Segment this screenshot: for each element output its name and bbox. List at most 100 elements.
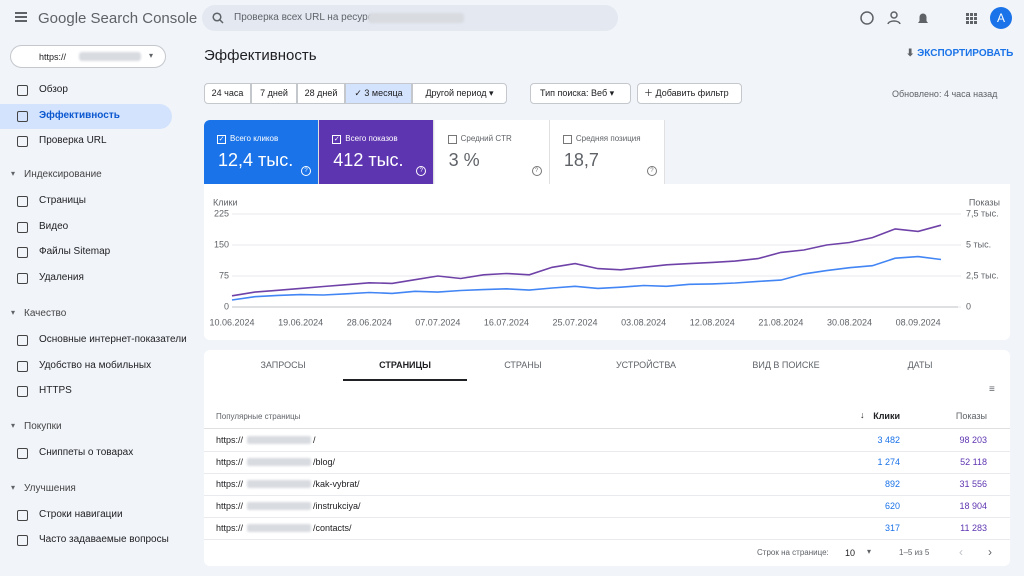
nav-icon [17,535,28,547]
chart-panel [204,184,1010,340]
add-filter[interactable]: ＋ Добавить фильтр [637,83,742,104]
tab[interactable]: СТРАНИЦЫ [379,360,431,370]
page-url[interactable]: https:// [216,501,244,511]
nav-section[interactable]: Улучшения [24,482,76,494]
nav-item[interactable]: Страницы [39,195,86,206]
column-header[interactable]: Клики [873,411,900,421]
y2-tick-label: 2,5 тыс. [966,270,999,280]
tab[interactable]: ВИД В ПОИСКЕ [752,360,820,370]
clicks-cell: 317 [884,523,900,533]
row-divider [204,428,1010,429]
metric-checkbox: ✓ [332,135,342,144]
metric-value: 412 тыс. [333,150,404,170]
column-header: Популярные страницы [216,412,301,421]
nav-section[interactable]: Индексирование [24,169,102,180]
x-tick-label: 12.08.2024 [690,317,735,327]
y-tick-label: 0 [224,301,229,311]
help-icon[interactable] [860,11,874,25]
search-bar[interactable]: Проверка всех URL на ресурсе [202,5,618,31]
performance-chart: Клики Показы 0 75 150 225 0 2,5 тыс. 5 тыс. 7,5 т… [209,197,1000,327]
nav-icon [17,273,28,285]
series-line [231,224,942,297]
page-url[interactable]: https:// [216,523,244,533]
nav-item[interactable]: Удаления [39,272,84,284]
page-url-path: / [313,435,316,445]
tab[interactable]: ДАТЫ [907,360,933,370]
impressions-cell: 31 556 [959,479,987,489]
page-range: 1–5 из 5 [899,548,930,557]
nav-item[interactable]: HTTPS [39,385,72,397]
metric-card[interactable] [549,120,665,184]
bell-icon[interactable] [918,13,928,24]
period-label: 7 дней [260,88,288,98]
period-label: 3 месяца [364,88,403,98]
nav-icon [17,136,28,147]
metric-checkbox: ✓ [217,135,226,144]
section-arrow: ▾ [11,420,16,430]
nav-item[interactable]: Строки навигации [39,508,123,520]
logo[interactable]: Google Search Console [38,10,198,27]
table-filter-icon[interactable]: ≡ [989,384,995,395]
tab[interactable]: УСТРОЙСТВА [615,360,677,370]
metric-card[interactable] [204,120,319,184]
metric-value: 18,7 [563,150,599,170]
clicks-cell: 3 482 [877,435,900,445]
metric-card[interactable] [319,120,435,184]
x-tick-label: 19.06.2024 [278,317,323,327]
tab-underline [343,379,467,381]
nav-icon [17,360,28,372]
menu-icon[interactable] [15,12,27,22]
search-type-filter[interactable]: Тип поиска: Веб ▾ [530,83,631,104]
impressions-cell: 98 203 [959,435,987,445]
nav-item[interactable]: Основные интернет-показатели [39,333,187,345]
rows-per-page[interactable]: 10 [845,548,856,558]
help-icon: ? [646,166,657,176]
nav-section[interactable]: Качество [24,307,67,319]
nav-item[interactable]: Часто задаваемые вопросы [39,534,169,546]
y2-tick-label: 7,5 тыс. [966,208,999,218]
help-icon: ? [301,166,311,176]
x-tick-label: 16.07.2024 [484,317,529,327]
nav-item[interactable]: Проверка URL [39,135,107,146]
prev-page[interactable]: ‹ [959,545,963,559]
blurred-url [247,480,311,488]
page-url[interactable]: https:// [216,479,244,489]
period-button[interactable]: 24 часа [204,83,251,104]
page-url[interactable]: https:// [216,457,244,467]
nav-icon [17,334,28,346]
add-filter-label: Добавить фильтр [655,88,729,98]
tab[interactable]: ЗАПРОСЫ [260,360,306,370]
section-arrow: ▾ [11,482,16,492]
export-label: ЭКСПОРТИРОВАТЬ [917,48,1014,59]
page-url[interactable]: https:// [216,435,244,445]
impressions-cell: 11 283 [960,523,987,533]
column-header[interactable]: Показы [955,411,987,421]
period-button[interactable]: ✓ 3 месяца [345,83,412,104]
period-button[interactable]: 7 дней [251,83,297,104]
period-button[interactable]: 28 дней [297,83,345,104]
page-url-path: /kak-vybrat/ [313,479,360,489]
page-title: Эффективность [204,47,317,64]
nav-item[interactable]: Файлы Sitemap [39,246,111,258]
nav-item[interactable]: Обзор [39,84,68,95]
export-button[interactable]: ⬇ ЭКСПОРТИРОВАТЬ [906,48,1014,59]
nav-item[interactable]: Удобство на мобильных [39,359,152,371]
nav-item[interactable]: Видео [39,220,69,232]
period-button[interactable]: Другой период ▾ [412,83,507,104]
avatar[interactable]: A [990,7,1012,29]
next-page[interactable]: › [988,545,992,559]
blurred-url [247,436,311,444]
nav-item[interactable]: Сниппеты о товарах [39,446,134,458]
apps-icon[interactable] [966,13,977,24]
user-icon[interactable] [890,11,898,19]
nav-item[interactable]: Эффективность [39,109,120,121]
nav-icon [17,247,28,259]
tab[interactable]: СТРАНЫ [504,360,542,370]
metric-card[interactable] [434,120,550,184]
row-divider [204,539,1010,540]
row-divider [204,473,1010,474]
blurred-url [247,524,311,532]
nav-section[interactable]: Покупки [24,420,62,432]
help-icon: ? [531,166,542,176]
property-selector[interactable]: https:// ▾ [10,45,166,68]
